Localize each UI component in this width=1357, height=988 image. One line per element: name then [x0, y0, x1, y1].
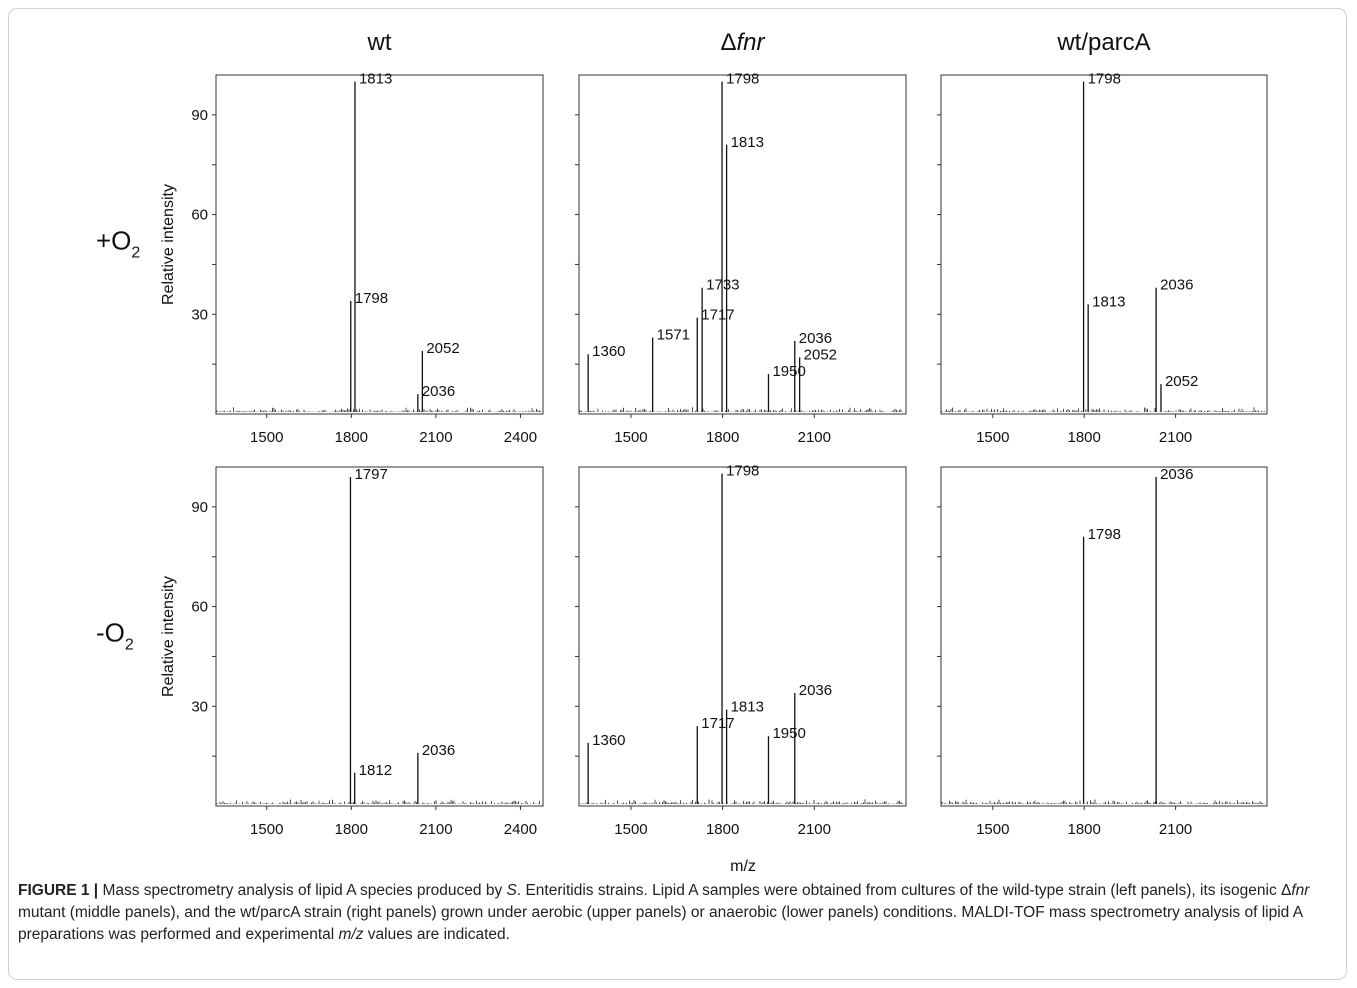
x-tick-label: 1500 — [250, 429, 283, 446]
peak-label: 1798 — [1088, 71, 1121, 88]
baseline-noise — [216, 799, 540, 804]
plot-frame — [940, 74, 1268, 415]
caption-italic-1: S — [506, 882, 517, 899]
x-tick-label: 2100 — [798, 821, 831, 838]
peak-label: 1360 — [592, 732, 625, 749]
peak-label: 1950 — [772, 725, 805, 742]
x-tick-label: 2400 — [504, 821, 537, 838]
x-tick-label: 2100 — [1159, 429, 1192, 446]
x-tick-label: 2400 — [504, 429, 537, 446]
x-tick-label: 2100 — [419, 821, 452, 838]
y-axis-label: Relative intensity — [160, 576, 177, 697]
plot-frame — [215, 466, 544, 807]
x-tick-label: 2100 — [419, 429, 452, 446]
condition-label: +O2 — [96, 226, 140, 262]
spectrum-panel: 1500 1800 2100 1798 1813 2036 2052 — [937, 71, 1268, 446]
caption-italic-2: fnr — [1291, 882, 1310, 899]
baseline-noise — [216, 407, 542, 412]
peak-label: 1813 — [731, 699, 764, 716]
peak-label: 1798 — [726, 463, 759, 480]
condition-label: -O2 — [96, 618, 134, 654]
caption-text-4: values are indicated. — [363, 926, 510, 943]
peak-label: 2036 — [799, 330, 832, 347]
spectrum-panel: 30 60 90 Relative intensity 1500 1800 2100 2400… — [160, 71, 544, 446]
peak-label: 1360 — [592, 343, 625, 360]
caption-italic-3: m/z — [338, 926, 364, 943]
y-tick-label: 90 — [191, 499, 208, 516]
y-tick-label: 60 — [191, 207, 208, 224]
column-title: wt — [367, 29, 392, 56]
baseline-noise — [579, 407, 905, 412]
spectrum-panel: 1500 1800 2100 1360 1571 1717 1733 1798 1813 1950… — [575, 71, 907, 446]
column-title: Δfnr — [720, 29, 765, 56]
plot-frame — [578, 74, 907, 415]
peak-label: 2052 — [804, 347, 837, 364]
spectrum-panel: 1500 1800 2100 1360 1717 1798 1813 1950 2036 — [575, 463, 907, 838]
peak-label: 2036 — [1160, 466, 1193, 483]
peak-label: 1812 — [359, 762, 392, 779]
x-tick-label: 1800 — [706, 821, 739, 838]
x-tick-label: 1500 — [250, 821, 283, 838]
y-tick-label: 30 — [191, 306, 208, 323]
peak-label: 2036 — [799, 682, 832, 699]
x-tick-label: 2100 — [1159, 821, 1192, 838]
x-tick-label: 1500 — [976, 429, 1009, 446]
plot-frame — [578, 466, 907, 807]
caption-label: FIGURE 1 | — [18, 882, 99, 899]
y-tick-label: 90 — [191, 107, 208, 124]
figure-caption: FIGURE 1 | Mass spectrometry analysis of… — [18, 880, 1338, 946]
caption-text-3: mutant (middle panels), and the wt/parcA… — [18, 904, 1303, 943]
x-tick-label: 1800 — [1068, 821, 1101, 838]
peak-label: 1733 — [706, 277, 739, 294]
plot-frame — [215, 74, 544, 415]
baseline-noise — [579, 799, 905, 804]
x-tick-label: 1500 — [976, 821, 1009, 838]
peak-label: 1571 — [657, 327, 690, 344]
x-tick-label: 1800 — [706, 429, 739, 446]
peak-label: 1813 — [1092, 293, 1125, 310]
peak-label: 1797 — [354, 466, 387, 483]
peak-label: 1798 — [355, 290, 388, 307]
peak-label: 2052 — [1165, 373, 1198, 390]
peak-label: 1813 — [359, 71, 392, 88]
peak-label: 2036 — [1160, 277, 1193, 294]
column-title: wt/parcA — [1056, 29, 1150, 56]
baseline-noise — [941, 407, 1265, 412]
peak-label: 2052 — [426, 340, 459, 357]
peak-label: 1950 — [772, 363, 805, 380]
x-tick-label: 1800 — [335, 821, 368, 838]
peak-label: 1717 — [701, 715, 734, 732]
x-tick-label: 1800 — [335, 429, 368, 446]
figure-frame — [8, 8, 1347, 980]
peak-label: 1798 — [1088, 526, 1121, 543]
y-tick-label: 30 — [191, 698, 208, 715]
x-tick-label: 1800 — [1068, 429, 1101, 446]
baseline-noise — [941, 799, 1265, 804]
peak-label: 1813 — [731, 134, 764, 151]
x-axis-label: m/z — [730, 858, 756, 875]
peak-label: 1717 — [701, 307, 734, 324]
caption-text-1: Mass spectrometry analysis of lipid A sp… — [98, 882, 507, 899]
plot-frame — [940, 466, 1268, 807]
peak-label: 1798 — [726, 71, 759, 88]
x-tick-label: 1500 — [614, 429, 647, 446]
caption-text-2: . Enteritidis strains. Lipid A samples w… — [516, 882, 1292, 899]
x-tick-label: 2100 — [798, 429, 831, 446]
spectrum-panel: 1500 1800 2100 1798 2036 — [937, 466, 1268, 838]
spectrum-panel: 30 60 90 Relative intensity 1500 1800 2100 2400… — [160, 466, 544, 838]
y-axis-label: Relative intensity — [160, 184, 177, 305]
x-tick-label: 1500 — [614, 821, 647, 838]
figure-panels: wt Δfnr wt/parcA +O2 -O2 m/z 30 60 90 Relative i… — [96, 29, 1268, 875]
peak-label: 2036 — [422, 383, 455, 400]
y-tick-label: 60 — [191, 599, 208, 616]
peak-label: 2036 — [422, 742, 455, 759]
